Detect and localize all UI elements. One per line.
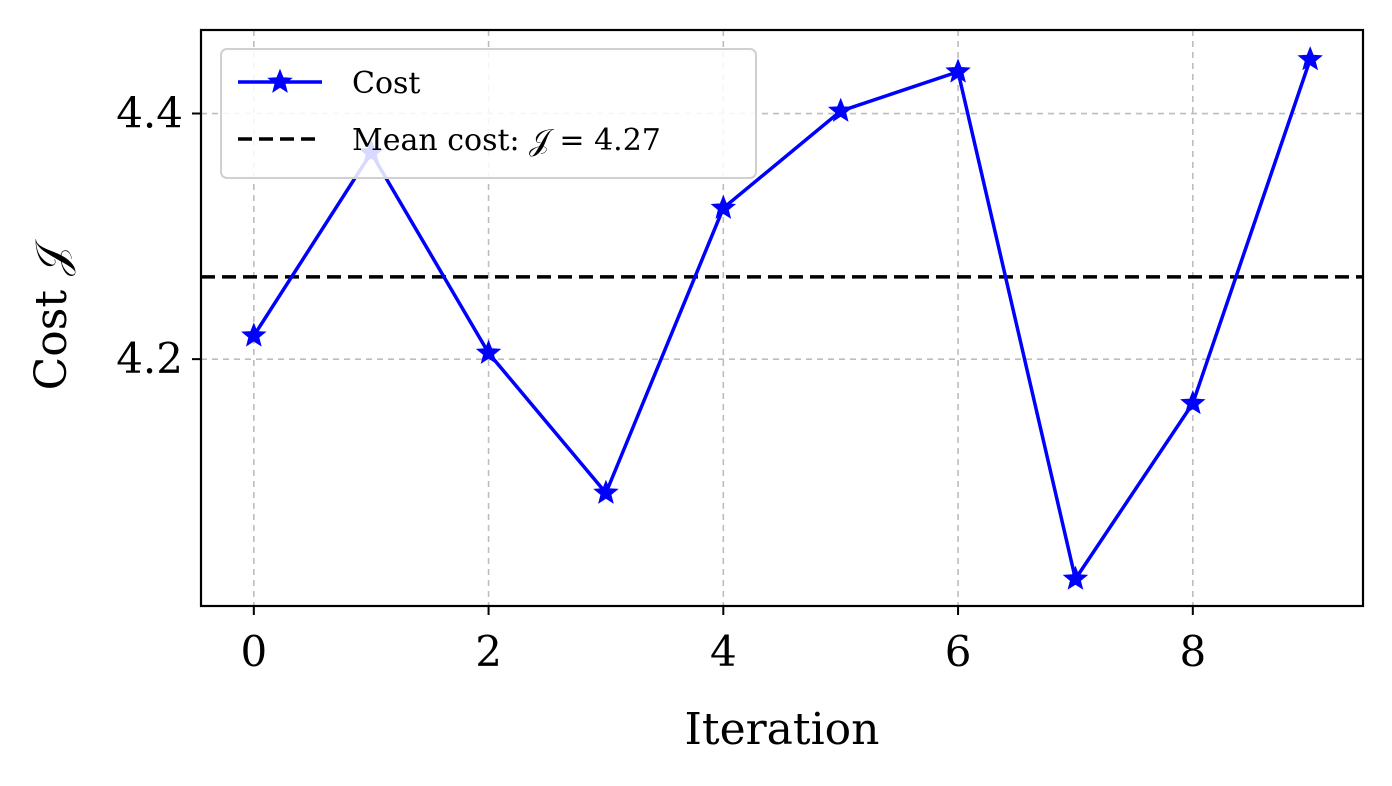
cost-point [1180,389,1206,415]
cost-point [241,322,267,347]
cost-point [945,58,971,83]
x-tick-label: 4 [710,627,737,676]
cost-point [827,97,854,122]
x-tick-label: 2 [475,627,502,676]
cost-point [593,479,619,504]
legend-box [220,48,757,179]
legend-cost-label: Cost [352,66,420,101]
axis-ticks: 0 2 4 6 8 4.2 4.4 [116,89,1206,676]
cost-series-line [252,58,1312,581]
legend: Cost Mean cost: 𝒥 = 4.27 [220,48,757,179]
y-axis-label: Cost 𝒥 [26,239,77,390]
cost-point [710,194,737,219]
y-tick-label: 4.4 [116,89,183,138]
cost-point [1062,565,1089,590]
cost-point [1297,46,1323,71]
legend-cost-star-icon [267,68,293,93]
y-tick-label: 4.2 [116,334,183,383]
x-tick-label: 8 [1179,627,1206,676]
plot-frame [199,28,1365,608]
legend-mean-label: Mean cost: 𝒥 = 4.27 [352,123,661,158]
series-layer [241,46,1323,590]
x-tick-label: 6 [945,627,972,676]
x-axis-label: Iteration [685,704,880,755]
cost-point [475,339,502,364]
x-tick-label: 0 [240,627,267,676]
grid [201,30,1363,606]
